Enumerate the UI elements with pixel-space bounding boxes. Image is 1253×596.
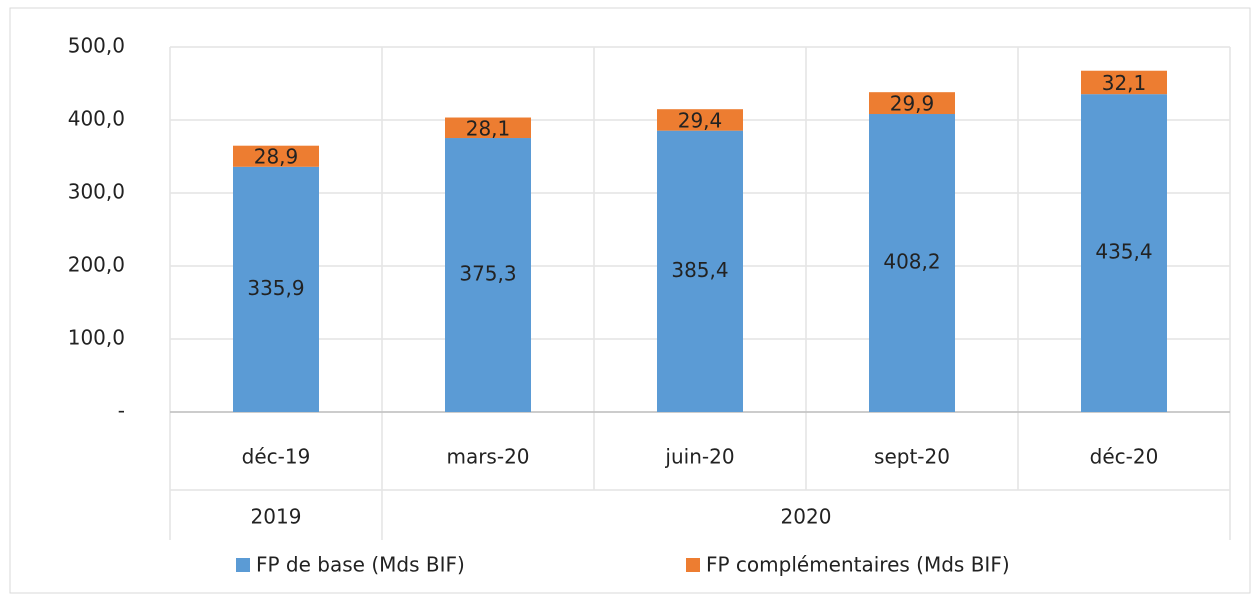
y-tick-label: 200,0	[68, 253, 125, 277]
bar	[657, 130, 743, 412]
bar	[233, 145, 319, 167]
value-label: 29,9	[890, 92, 935, 116]
value-label: 375,3	[459, 262, 516, 286]
bar	[869, 114, 955, 412]
y-tick-label: 500,0	[68, 34, 125, 58]
x-tick-label: déc-19	[242, 445, 311, 469]
value-label: 435,4	[1095, 240, 1152, 264]
legend-swatch	[236, 558, 250, 572]
bar	[657, 109, 743, 131]
group-label: 2020	[781, 505, 832, 529]
x-tick-label: mars-20	[446, 445, 529, 469]
bar	[445, 138, 531, 412]
bar	[1081, 94, 1167, 413]
bar	[445, 117, 531, 139]
y-tick-label: 400,0	[68, 107, 125, 131]
value-label: 29,4	[678, 108, 723, 132]
y-tick-label: -	[118, 399, 125, 423]
legend-swatch	[686, 558, 700, 572]
group-label: 2019	[251, 505, 302, 529]
value-label: 408,2	[883, 250, 940, 274]
bar	[1081, 70, 1167, 95]
value-label: 28,1	[466, 116, 511, 140]
y-tick-label: 300,0	[68, 180, 125, 204]
bar	[869, 92, 955, 115]
value-label: 28,9	[254, 145, 299, 169]
legend-label: FP complémentaires (Mds BIF)	[706, 553, 1010, 577]
x-tick-label: déc-20	[1090, 445, 1159, 469]
value-label: 32,1	[1102, 71, 1147, 95]
x-tick-label: sept-20	[874, 445, 950, 469]
x-tick-label: juin-20	[664, 445, 734, 469]
legend-label: FP de base (Mds BIF)	[256, 553, 465, 577]
bar	[233, 166, 319, 412]
chart-frame	[9, 7, 1251, 594]
value-label: 385,4	[671, 258, 728, 282]
value-label: 335,9	[247, 276, 304, 300]
y-tick-label: 100,0	[68, 326, 125, 350]
